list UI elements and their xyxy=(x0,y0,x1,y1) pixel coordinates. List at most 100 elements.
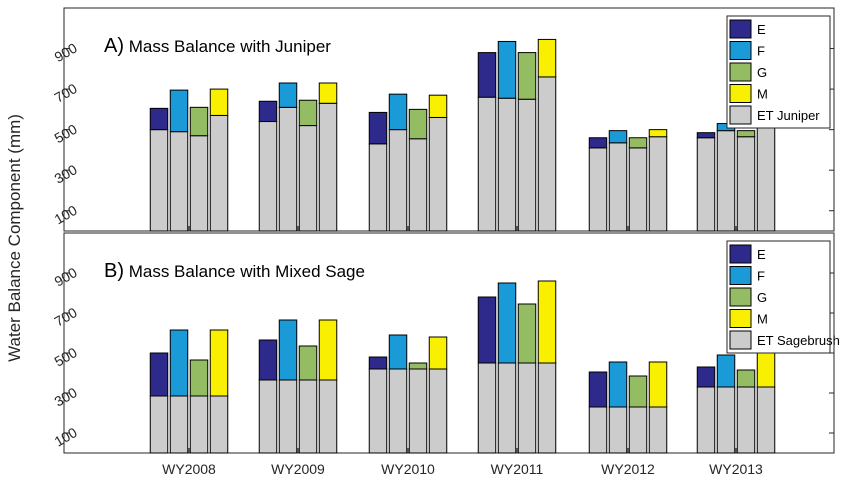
bar-e xyxy=(368,356,388,370)
bar-et-f xyxy=(278,106,298,232)
bar-et-m xyxy=(428,368,448,454)
bar-m xyxy=(209,329,229,397)
bar-et-f xyxy=(388,368,408,454)
bar-et-f xyxy=(716,130,736,232)
bar-et-g xyxy=(298,125,318,232)
x-tick-label: WY2011 xyxy=(491,461,544,477)
y-tick-label: 300 xyxy=(52,384,80,410)
plot-area xyxy=(63,7,835,232)
bar-g xyxy=(736,130,756,138)
bar-et-e xyxy=(477,96,497,232)
bar-m xyxy=(318,82,338,104)
bar-et-e xyxy=(588,406,608,454)
bar-f xyxy=(388,334,408,370)
bar-et-m xyxy=(209,114,229,232)
y-tick-label: 300 xyxy=(52,161,80,187)
bar-et-e xyxy=(588,147,608,232)
bar-g xyxy=(736,369,756,388)
bar-et-m xyxy=(209,395,229,454)
legend-label: ET Juniper xyxy=(757,108,820,123)
legend-swatch xyxy=(729,287,752,307)
bar-et-g xyxy=(628,147,648,232)
bar-et-m xyxy=(756,386,776,454)
bar-et-m xyxy=(537,76,557,232)
bar-et-m xyxy=(318,102,338,232)
bar-et-e xyxy=(477,362,497,454)
bar-et-g xyxy=(408,368,428,454)
bar-f xyxy=(278,82,298,108)
bar-e xyxy=(477,296,497,364)
bar-et-e xyxy=(258,121,278,232)
bar-g xyxy=(408,108,428,140)
bar-et-f xyxy=(388,129,408,232)
bar-et-f xyxy=(497,97,517,232)
bar-m xyxy=(756,351,776,388)
legend-swatch xyxy=(729,105,752,125)
y-tick-label: 100 xyxy=(52,202,80,228)
legend-swatch xyxy=(729,84,752,103)
bar-m xyxy=(537,280,557,364)
bar-f xyxy=(608,130,628,144)
bar-g xyxy=(298,99,318,127)
panels: 100 300 500 700 900 A) Mass Balance with Juni… xyxy=(52,7,840,477)
bar-e xyxy=(696,132,716,139)
bar-et-f xyxy=(169,395,189,454)
bar-f xyxy=(497,282,517,364)
bar-et-f xyxy=(608,406,628,454)
bar-et-e xyxy=(258,379,278,454)
bar-et-f xyxy=(169,131,189,232)
bar-et-g xyxy=(298,379,318,454)
bar-m xyxy=(537,38,557,78)
x-tick-label: WY2009 xyxy=(271,461,325,477)
bar-g xyxy=(517,52,537,100)
y-tick-label: 900 xyxy=(52,264,80,290)
bar-e xyxy=(258,100,278,123)
legend-label: M xyxy=(757,312,768,327)
bar-et-g xyxy=(517,98,537,232)
bar-et-m xyxy=(537,362,557,454)
bar-g xyxy=(408,362,428,370)
bar-f xyxy=(497,40,517,99)
chart-title: B) Mass Balance with Mixed Sage xyxy=(104,260,365,282)
bar-et-f xyxy=(716,386,736,454)
bar-et-m xyxy=(648,136,668,232)
legend-swatch xyxy=(729,266,752,285)
y-tick-label: 700 xyxy=(52,80,80,106)
y-tick-label: 500 xyxy=(52,121,80,147)
bar-et-f xyxy=(278,379,298,454)
bar-e xyxy=(696,366,716,388)
legend-label: F xyxy=(757,44,765,59)
bar-et-g xyxy=(736,386,756,454)
bar-et-e xyxy=(149,395,169,454)
bar-et-g xyxy=(736,136,756,232)
bar-m xyxy=(428,94,448,118)
legend-label: E xyxy=(757,22,766,37)
legend-label: ET Sagebrush xyxy=(757,333,840,348)
bar-e xyxy=(588,137,608,149)
legend-swatch xyxy=(729,19,752,39)
bar-et-m xyxy=(648,406,668,454)
legend-label: G xyxy=(757,290,767,305)
bar-m xyxy=(648,129,668,138)
bar-m xyxy=(209,88,229,116)
y-tick-label: 100 xyxy=(52,424,80,450)
legend-swatch xyxy=(729,244,752,264)
legend-swatch xyxy=(729,330,752,350)
bar-e xyxy=(149,107,169,131)
bar-g xyxy=(628,137,648,149)
legend-swatch xyxy=(729,309,752,328)
y-tick-label: 700 xyxy=(52,304,80,330)
bar-m xyxy=(318,319,338,381)
bar-et-e xyxy=(696,386,716,454)
bar-et-e xyxy=(696,137,716,232)
bar-f xyxy=(169,89,189,133)
bar-f xyxy=(716,354,736,388)
bar-e xyxy=(149,352,169,397)
bar-et-g xyxy=(189,395,209,454)
y-axis-label: Water Balance Component (mm) xyxy=(5,114,24,362)
bar-et-g xyxy=(517,362,537,454)
bar-e xyxy=(477,52,497,98)
bar-g xyxy=(189,359,209,397)
